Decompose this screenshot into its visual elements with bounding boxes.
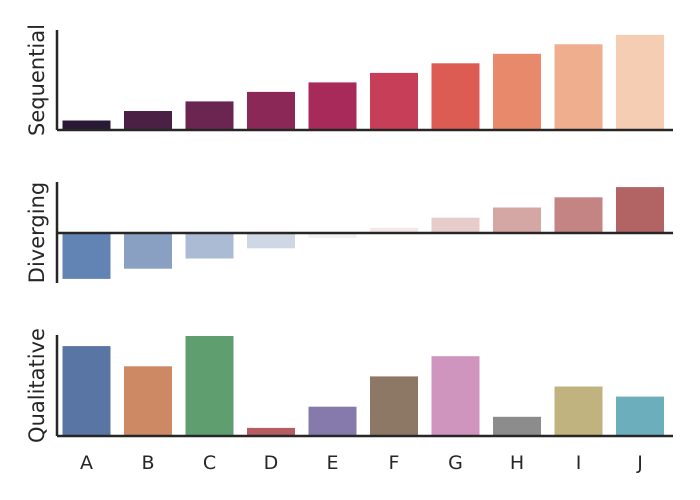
bar-diverging-J [616, 187, 664, 233]
bar-diverging-A [62, 233, 111, 279]
bar-qualitative-F [370, 376, 418, 436]
bar-sequential-H [493, 53, 541, 130]
bar-qualitative-H [493, 416, 541, 436]
bar-sequential-J [616, 34, 664, 130]
xtick-D: D [264, 452, 279, 474]
bar-qualitative-C [185, 336, 234, 436]
bar-diverging-B [124, 233, 172, 269]
panel-diverging: Diverging [25, 182, 673, 283]
bar-qualitative-E [308, 406, 357, 436]
bar-diverging-F [370, 227, 418, 233]
panel-qualitative: Qualitative [25, 328, 673, 443]
bar-sequential-G [431, 63, 480, 130]
bar-qualitative-I [554, 386, 603, 436]
xtick-H: H [510, 452, 524, 474]
bar-qualitative-A [62, 346, 111, 436]
bar-diverging-H [493, 207, 541, 233]
bar-sequential-B [124, 111, 172, 130]
bar-qualitative-J [616, 396, 664, 436]
xtick-C: C [203, 452, 216, 474]
bar-sequential-F [370, 72, 418, 130]
ylabel-sequential: Sequential [25, 24, 49, 136]
bar-qualitative-G [431, 356, 480, 436]
bar-diverging-I [554, 197, 603, 233]
xtick-J: J [636, 452, 643, 474]
panel-sequential: Sequential [25, 24, 673, 136]
xtick-G: G [448, 452, 463, 474]
bar-diverging-E [308, 233, 357, 239]
bar-sequential-C [185, 101, 234, 130]
bar-sequential-A [62, 120, 111, 130]
ylabel-diverging: Diverging [25, 182, 49, 283]
bar-sequential-D [247, 91, 295, 130]
xtick-I: I [576, 452, 582, 474]
xtick-E: E [326, 452, 338, 474]
bar-sequential-I [554, 44, 603, 130]
bar-diverging-G [431, 217, 480, 233]
xtick-F: F [389, 452, 400, 474]
xtick-A: A [80, 452, 93, 474]
bar-qualitative-B [124, 366, 172, 436]
xtick-B: B [141, 452, 154, 474]
bar-diverging-C [185, 233, 234, 259]
bar-diverging-D [247, 233, 295, 249]
ylabel-qualitative: Qualitative [25, 328, 49, 443]
bar-qualitative-D [247, 427, 295, 436]
bar-sequential-E [308, 82, 357, 130]
